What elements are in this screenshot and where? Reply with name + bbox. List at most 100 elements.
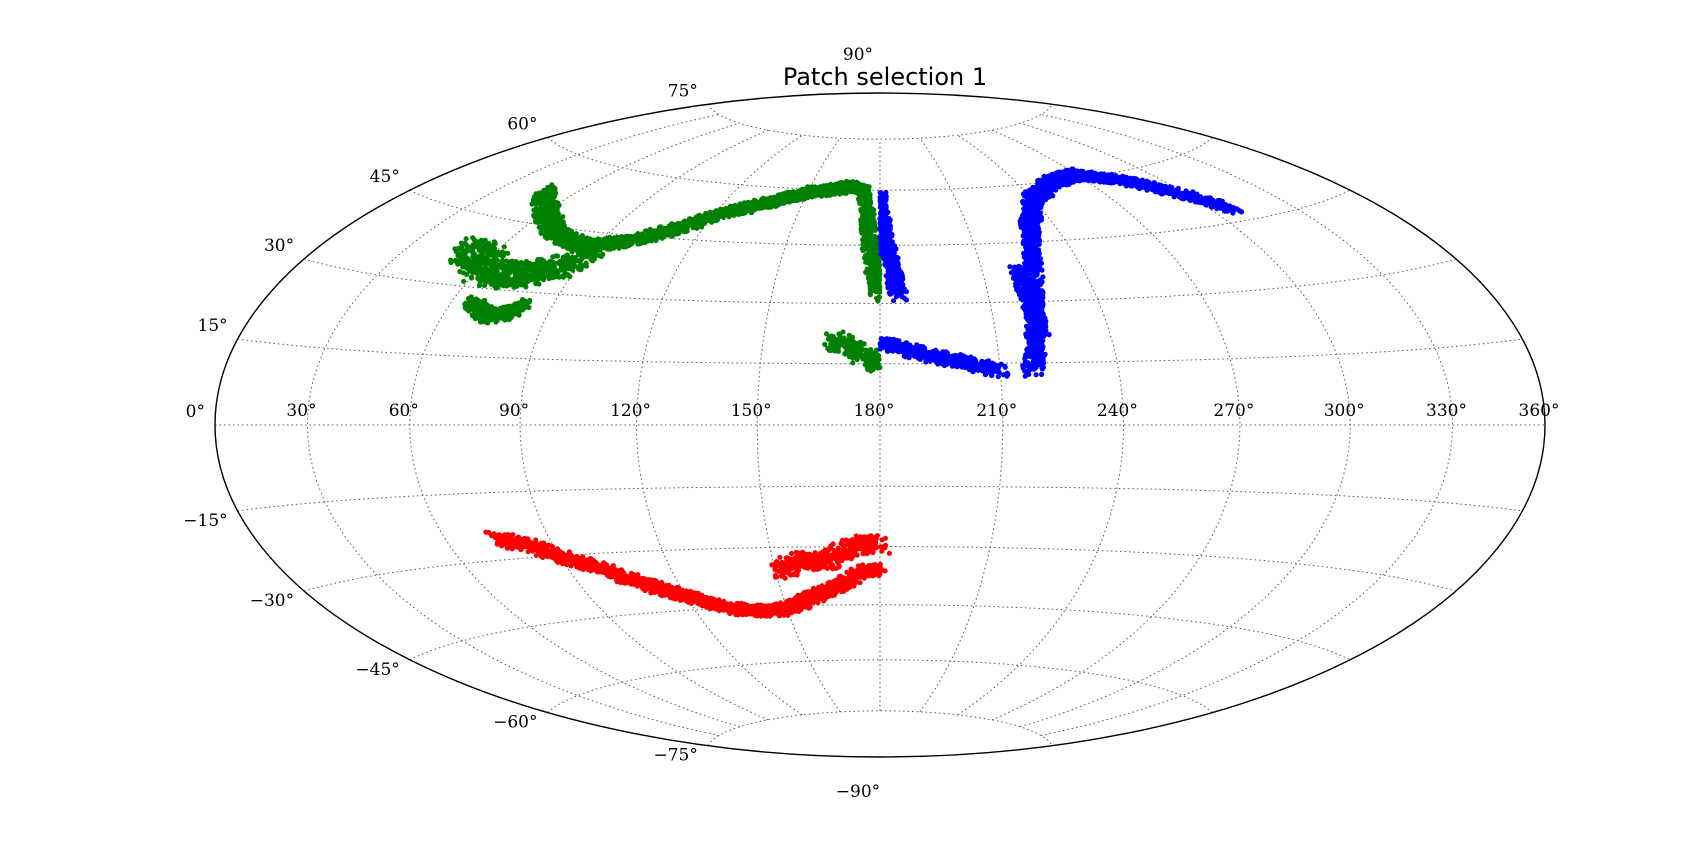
data-point [869,240,875,246]
data-point [1039,185,1045,191]
data-point [1027,205,1033,211]
data-point [543,200,549,206]
data-point [901,295,907,301]
data-point [541,204,547,211]
data-point [642,228,649,234]
series-0 [448,178,883,374]
data-point [951,360,958,366]
data-point [872,358,878,364]
data-point [863,359,869,365]
data-point [884,264,890,270]
data-point [878,342,884,348]
data-point [776,195,782,201]
data-point [891,279,897,285]
data-point [850,360,856,366]
data-point [475,303,481,309]
data-point [491,239,497,245]
data-point [1039,354,1045,360]
data-point [549,259,555,265]
data-point [472,241,478,247]
meridian-line [957,134,1124,716]
data-point [523,258,530,265]
data-point [462,250,468,256]
data-point [534,262,540,269]
data-point [844,350,850,356]
data-point [457,269,463,275]
data-point [1024,223,1030,229]
data-point [657,225,664,231]
data-point [873,247,879,253]
data-point [453,257,459,263]
data-point [540,226,546,232]
data-point [536,257,543,263]
data-point [1040,197,1046,203]
data-point [762,203,769,209]
data-point [585,242,591,248]
data-point [487,242,493,248]
data-point [500,253,506,259]
data-point [887,242,894,248]
chart-title: Patch selection 1 [783,63,987,91]
data-point [947,353,953,359]
data-point [698,218,705,224]
data-point [562,229,568,235]
data-point [887,275,893,281]
data-point [590,258,596,264]
data-point [715,214,721,220]
data-point [873,350,879,356]
data-point [827,190,834,197]
data-point [864,239,870,245]
data-point [863,228,870,234]
data-point [864,252,870,258]
data-point [1030,188,1036,194]
data-point [578,237,585,243]
data-point [488,267,494,273]
data-point [1028,259,1035,265]
data-point [671,231,677,237]
data-point [560,274,566,280]
data-point [470,307,476,313]
data-point [869,272,875,278]
data-point [1029,244,1035,250]
data-point [611,245,617,251]
data-point [917,356,923,362]
data-point [866,266,872,272]
data-point [893,341,899,347]
data-point [793,192,799,198]
data-point [865,197,871,203]
data-point [556,202,562,208]
data-point [568,240,575,246]
data-point [485,302,491,308]
data-point [842,188,848,194]
data-point [551,185,557,191]
data-point [871,257,877,263]
data-point [456,251,462,257]
data-point [477,276,483,282]
data-point [1034,210,1040,216]
data-point [741,200,748,206]
data-point [991,361,997,367]
data-point [1050,193,1056,199]
data-point [679,222,685,228]
data-point [840,329,846,335]
data-point [873,289,879,295]
data-point [566,234,572,240]
data-point [504,265,510,271]
data-point [904,345,911,351]
data-point [1027,255,1034,261]
data-point [889,286,895,292]
data-point [865,211,871,217]
data-point [518,266,524,272]
data-point [868,287,874,293]
data-point [551,213,557,219]
data-point [1002,364,1008,370]
data-point [461,278,467,284]
data-point [554,253,561,259]
meridian-line [409,122,740,728]
data-point [482,282,488,288]
data-point [478,239,484,245]
data-point [835,348,842,354]
data-point [915,345,921,352]
data-point [501,304,507,310]
data-point [858,222,864,228]
